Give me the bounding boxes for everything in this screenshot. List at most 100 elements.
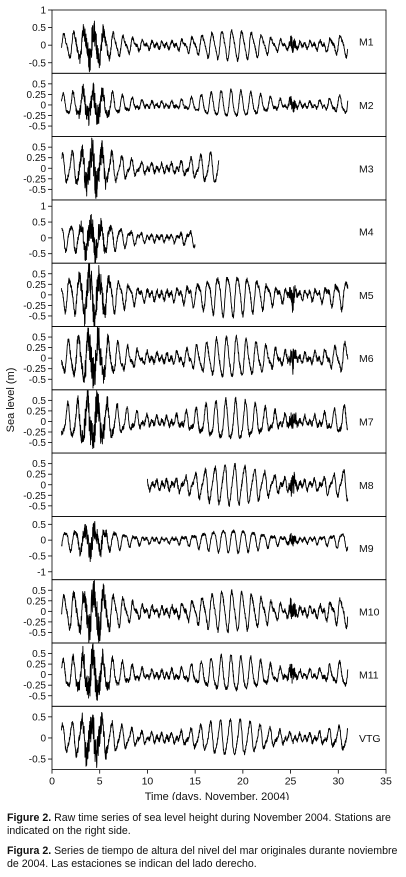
x-tick-label: 35 [380, 776, 392, 788]
y-tick-label: 0 [40, 480, 46, 491]
sea-level-figure: Sea level (m) Time (days, November, 2004… [5, 6, 392, 801]
y-tick-label: -0.5 [29, 185, 47, 196]
panel-m3: 0.50.250-0.25-0.5 M3 [23, 136, 387, 201]
series-line-m1 [61, 20, 349, 73]
x-tick-label: 30 [332, 776, 344, 788]
x-tick-label: 10 [142, 776, 154, 788]
y-tick-label: 0.25 [27, 470, 47, 481]
panel-m9: 0.5 0 -0.5 -1 M9 [29, 516, 387, 581]
y-tick-label: 0.5 [32, 459, 46, 470]
y-tick-label: 1 [40, 202, 46, 213]
series-line-m6 [61, 326, 349, 389]
series-line-m3 [61, 137, 220, 199]
y-tick-label: -1 [37, 567, 46, 578]
y-axis-label: Sea level (m) [5, 368, 17, 433]
y-tick-label: -0.25 [23, 428, 46, 439]
y-tick-label: 0.5 [32, 396, 46, 407]
series-line-m2 [61, 82, 349, 126]
y-tick-label: -0.5 [29, 122, 47, 133]
panel-m8: 0.50.250-0.25-0.5 M8 [23, 452, 387, 517]
station-label: M5 [359, 290, 374, 302]
caption-english: Figure 2. Raw time series of sea level h… [7, 812, 399, 837]
station-label: VTG [359, 733, 381, 745]
y-tick-label: 1 [40, 6, 46, 17]
y-tick-label: -0.5 [29, 249, 47, 260]
y-tick-label: -0.5 [29, 58, 47, 69]
y-tick-label: -0.25 [23, 617, 46, 628]
station-label: M3 [359, 163, 374, 175]
y-tick-label: -0.5 [29, 755, 47, 766]
panel-m2: 0.50.250-0.25-0.5 M2 [23, 72, 387, 138]
y-tick-label: 0.5 [32, 649, 46, 660]
y-tick-label: -0.5 [29, 628, 47, 639]
y-tick-label: 0 [40, 41, 46, 52]
y-tick-label: 0.5 [32, 269, 46, 280]
y-tick-label: -0.25 [23, 111, 46, 122]
y-tick-label: 0 [40, 233, 46, 244]
series-line-m7 [61, 390, 349, 450]
y-tick-label: 0.5 [32, 333, 46, 344]
y-tick-label: 0.5 [32, 586, 46, 597]
y-tick-label: 0.25 [27, 343, 47, 354]
y-tick-label: 0.5 [32, 520, 46, 531]
panel-m11: 0.50.250-0.25-0.5 M11 [23, 642, 387, 707]
series-line-m10 [61, 580, 349, 643]
y-tick-label: 0.25 [27, 660, 47, 671]
x-axis-label: Time (days, November, 2004) [145, 791, 289, 800]
y-tick-label: -0.5 [29, 551, 47, 562]
panel-m5: 0.50.250-0.25-0.5 M5 [23, 262, 387, 327]
series-line-m5 [61, 263, 349, 327]
y-tick-label: 0.5 [32, 79, 46, 90]
y-tick-label: -0.5 [29, 375, 47, 386]
y-tick-label: 0 [40, 536, 46, 547]
panel-m1: 1 0.5 0 -0.5 M1 [29, 6, 387, 74]
station-label: M11 [359, 670, 379, 682]
panel-m7: 0.50.250-0.25-0.5 M7 [23, 389, 387, 454]
y-tick-label: 0 [40, 733, 46, 744]
x-axis: 0 5 10 15 20 25 30 35 [49, 769, 392, 788]
y-tick-label: 0 [40, 354, 46, 365]
caption-english-label: Figure 2. [7, 812, 52, 824]
station-label: M9 [359, 543, 374, 555]
panel-vtg: 0.5 0 -0.5 VTG [29, 705, 387, 770]
series-line-m4 [61, 214, 196, 264]
y-tick-label: 0.5 [32, 712, 46, 723]
y-tick-label: 0.25 [27, 90, 47, 101]
y-tick-label: 0.25 [27, 596, 47, 607]
x-tick-label: 5 [97, 776, 103, 788]
y-tick-label: -0.5 [29, 438, 47, 449]
y-tick-label: -0.25 [23, 301, 46, 312]
caption-spanish-label: Figura 2. [7, 845, 52, 857]
panel-m10: 0.50.250-0.25-0.5 M10 [23, 579, 387, 644]
station-label: M8 [359, 480, 374, 492]
y-tick-label: 0 [40, 164, 46, 175]
y-tick-label: -0.25 [23, 491, 46, 502]
station-label: M7 [359, 416, 374, 428]
y-tick-label: 0.25 [27, 280, 47, 291]
series-line-m8 [146, 462, 349, 507]
y-tick-label: 0 [40, 290, 46, 301]
y-tick-label: 0 [40, 417, 46, 428]
station-label: M4 [359, 227, 374, 239]
station-label: M1 [359, 37, 374, 49]
x-tick-label: 0 [49, 776, 55, 788]
series-line-vtg [61, 712, 349, 768]
station-label: M6 [359, 353, 374, 365]
series-line-m11 [61, 643, 349, 701]
y-tick-label: 0 [40, 100, 46, 111]
x-tick-label: 20 [237, 776, 249, 788]
station-label: M2 [359, 100, 374, 112]
y-tick-label: -0.5 [29, 311, 47, 322]
caption-english-text: Raw time series of sea level height duri… [7, 812, 391, 837]
panel-m6: 0.50.250-0.25-0.5 M6 [23, 326, 387, 391]
y-tick-label: -0.25 [23, 174, 46, 185]
y-tick-label: 0 [40, 607, 46, 618]
panels-group: 10.50-0.5M10.50.250-0.25-0.5M20.50.250-0… [23, 6, 387, 770]
x-tick-label: 15 [189, 776, 201, 788]
series-line-m9 [61, 520, 349, 563]
station-label: M10 [359, 606, 380, 618]
y-tick-label: 0 [40, 670, 46, 681]
y-tick-label: 0.5 [32, 143, 46, 154]
caption-spanish-text: Series de tiempo de altura del nivel del… [7, 845, 398, 870]
panel-m4: 1 0.5 0 -0.5 M4 [29, 199, 387, 264]
